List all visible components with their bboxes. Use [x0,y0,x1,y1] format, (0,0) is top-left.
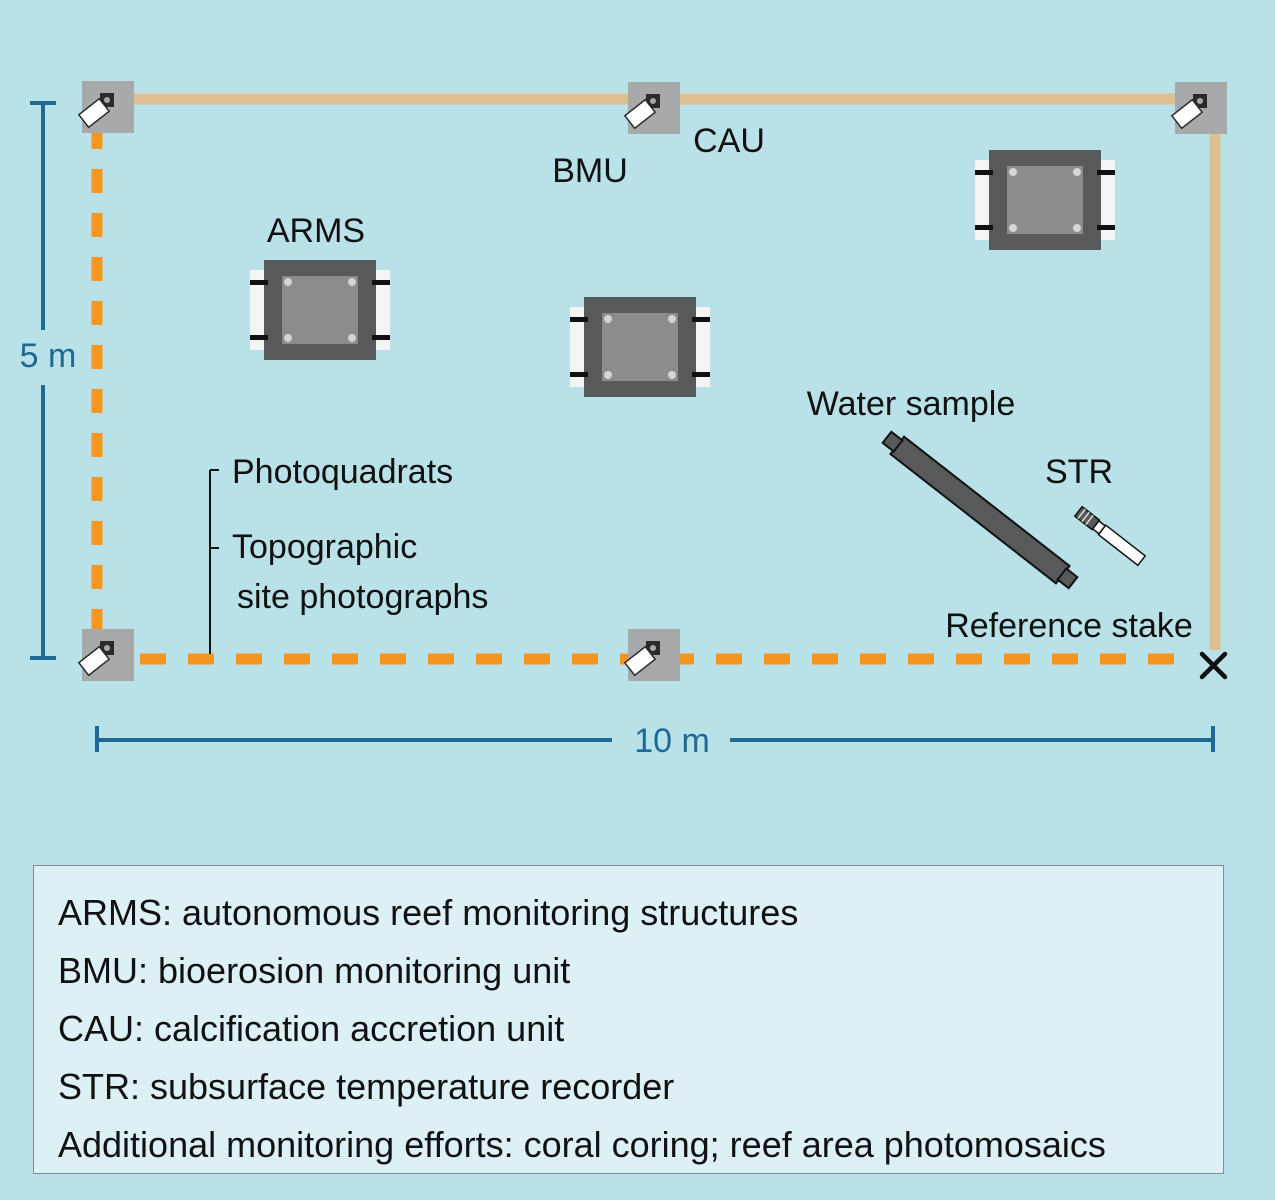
bmu-cau-unit-bottom-center [624,628,681,682]
water-sample-icon [881,430,1079,590]
water-sample-label: Water sample [807,385,1015,423]
height-dimension [30,101,56,660]
photoquadrats-label: Photoquadrats [232,453,453,491]
topographic-label-line2: site photographs [237,578,488,616]
bmu-cau-unit-bottom-left [78,628,135,682]
str-recorder-icon [1073,505,1147,567]
bmu-cau-unit-top-left [78,80,135,134]
bmu-label: BMU [552,152,628,190]
arms-label: ARMS [267,212,365,250]
legend-cau: CAU: calcification accretion unit [58,1008,565,1049]
photo-bracket [209,469,219,654]
width-dimension [95,726,1215,752]
arms-unit-center [570,297,710,397]
str-label: STR [1045,453,1113,491]
bmu-cau-unit-top-right [1171,81,1228,135]
legend-additional: Additional monitoring efforts: coral cor… [58,1124,1106,1165]
height-dimension-label: 5 m [20,337,77,375]
site-layout-diagram: 5 m 10 m ARMS BMU CAU Water sample STR P… [20,80,1228,760]
legend-arms: ARMS: autonomous reef monitoring structu… [58,892,799,933]
reference-stake-label: Reference stake [945,607,1193,645]
width-dimension-label: 10 m [634,722,710,760]
legend-bmu: BMU: bioerosion monitoring unit [58,950,571,991]
cau-label: CAU [693,122,765,160]
legend-box: ARMS: autonomous reef monitoring structu… [33,865,1224,1174]
legend-str: STR: subsurface temperature recorder [58,1066,675,1107]
topographic-label-line1: Topographic [232,528,417,566]
bmu-cau-unit-top-center [624,81,681,135]
arms-unit-right [975,150,1115,250]
reference-stake-marker [1199,651,1228,680]
arms-unit-left [250,260,390,360]
